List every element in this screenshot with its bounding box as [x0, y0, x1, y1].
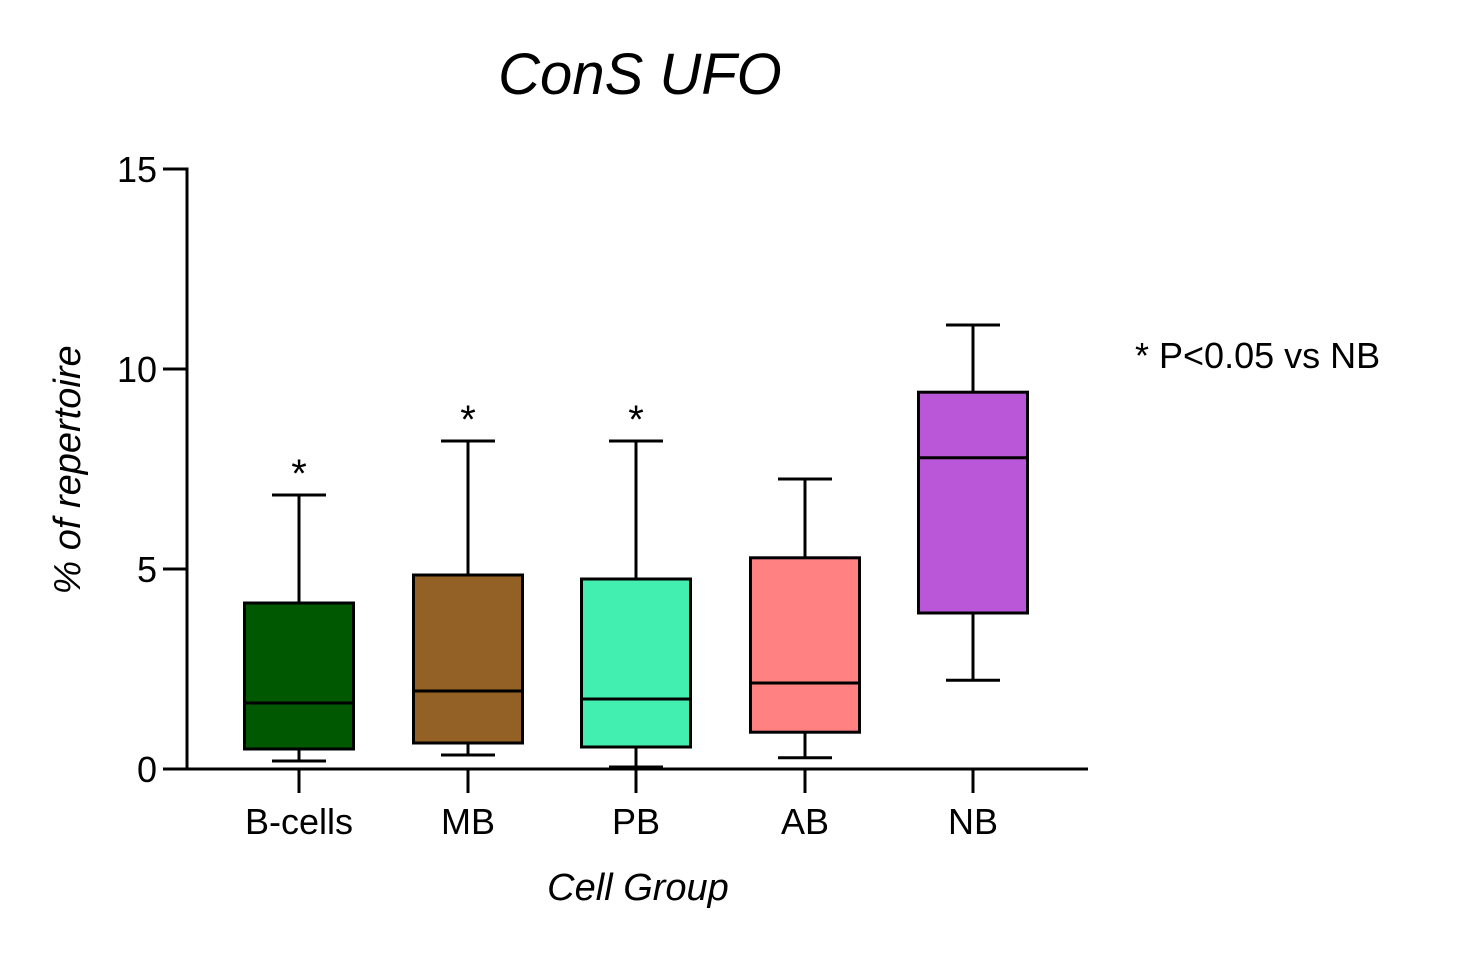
- x-axis-label: Cell Group: [547, 867, 729, 909]
- chart-title: ConS UFO: [498, 42, 782, 107]
- box-iqr: [580, 577, 692, 749]
- box-iqr: [412, 573, 524, 745]
- x-tick-label: NB: [948, 801, 998, 842]
- box-b-cells: *: [243, 452, 355, 763]
- significance-star: *: [291, 452, 307, 496]
- y-tick-label: 0: [137, 749, 157, 790]
- x-tick-label: B-cells: [245, 801, 353, 842]
- y-axis-label: % of repertoire: [47, 345, 89, 594]
- x-tick-label: PB: [612, 801, 660, 842]
- y-tick-label: 15: [117, 149, 157, 190]
- box-iqr: [917, 390, 1029, 615]
- significance-star: *: [628, 398, 644, 442]
- box-iqr: [243, 601, 355, 751]
- boxes: * * *: [243, 323, 1029, 769]
- box-pb: *: [580, 398, 692, 769]
- y-tick-label: 10: [117, 349, 157, 390]
- x-tick-label: AB: [781, 801, 829, 842]
- y-tick-label: 5: [137, 549, 157, 590]
- box-mb: *: [412, 398, 524, 757]
- significance-legend: * P<0.05 vs NB: [1135, 335, 1380, 376]
- x-tick-label: MB: [441, 801, 495, 842]
- axes: 0 5 10 15 B-cells MB PB AB NB: [117, 149, 1088, 842]
- box-ab: [749, 477, 861, 760]
- box-iqr: [749, 556, 861, 734]
- box-nb: [917, 323, 1029, 682]
- significance-star: *: [460, 398, 476, 442]
